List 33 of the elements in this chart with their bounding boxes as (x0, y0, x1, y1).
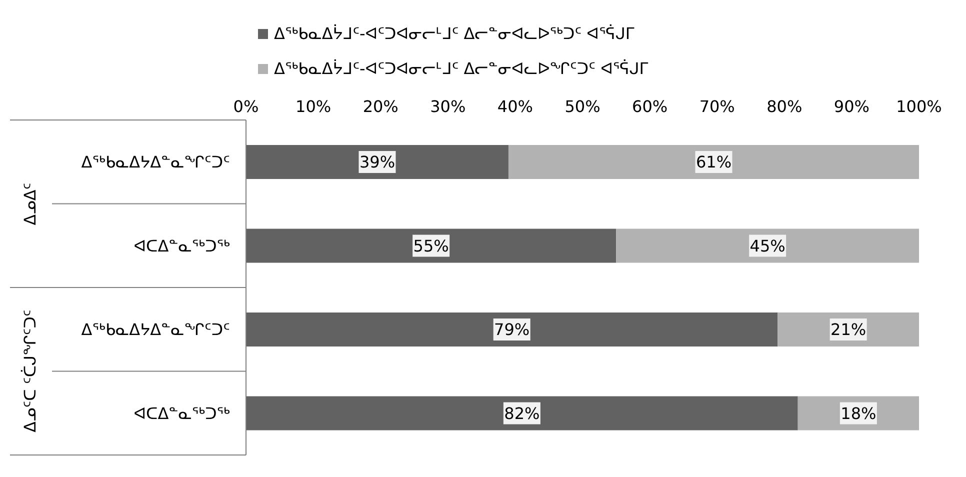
x-tick-label: 20% (362, 97, 398, 116)
text: ᐃᓄᑦᑕ ᑦᑖᒍᖏᑦᑐᑦ (20, 310, 40, 433)
bar (616, 228, 919, 263)
x-tick-label: 70% (699, 97, 735, 116)
data-label: 79% (494, 320, 530, 339)
data-label: 61% (696, 152, 732, 172)
data-label: 55% (413, 236, 449, 256)
y-tick-label: ᐃᖅᑲᓇᐃᔭᐃᓐᓇᖏᑦᑐᑦ (81, 152, 230, 172)
data-label: 21% (830, 320, 866, 339)
bar (246, 145, 508, 179)
data-label: 45% (750, 236, 786, 256)
text: ᐃᓄᐃᑦ (20, 182, 40, 225)
x-tick-label: 90% (834, 97, 870, 116)
data-label: 18% (840, 404, 876, 423)
y-tick-label: ᐃᖅᑲᓇᐃᔭᐃᓐᓇᖏᑦᑐᑦ (81, 320, 230, 340)
bar (246, 312, 778, 346)
legend-label: ᐃᖅᑲᓇᐃᔮᒧᑦ-ᐊᑦᑐᐊᓂᓕᒻᒧᑦ ᐃᓕᓐᓂᐊᓚᐅᖏᑦᑐᑦ ᐊᕐᕌᒍᒥ (274, 59, 648, 78)
x-tick-label: 40% (497, 97, 533, 116)
data-label: 82% (504, 404, 540, 423)
x-tick-label: 0% (233, 97, 259, 116)
y-tick-label: ᐊᑕᐃᓐᓇᖅᑐᖅ (134, 404, 230, 423)
y-tick-label: ᐊᑕᐃᓐᓇᖅᑐᖅ (134, 236, 230, 256)
x-tick-label: 30% (430, 97, 466, 116)
bar (508, 145, 919, 179)
x-tick-label: 10% (296, 97, 332, 116)
x-tick-label: 50% (564, 97, 600, 116)
bar (246, 396, 798, 430)
x-tick-label: 100% (896, 97, 942, 116)
x-tick-label: 60% (632, 97, 668, 116)
legend-label: ᐃᖅᑲᓇᐃᔮᒧᑦ-ᐊᑦᑐᐊᓂᓕᒻᒧᑦ ᐃᓕᓐᓂᐊᓚᐅᖅᑐᑦ ᐊᕐᕌᒍᒥ (274, 24, 634, 43)
x-tick-label: 80% (766, 97, 802, 116)
data-label: 39% (359, 152, 396, 172)
bar (246, 228, 616, 263)
